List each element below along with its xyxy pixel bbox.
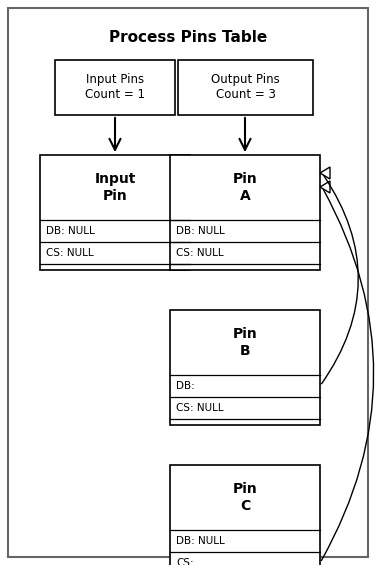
- Text: CS: NULL: CS: NULL: [176, 403, 224, 413]
- Bar: [40, 155, 190, 270]
- Text: Input
Pin: Input Pin: [94, 172, 136, 203]
- FancyArrowPatch shape: [321, 189, 374, 560]
- Text: Output Pins
Count = 3: Output Pins Count = 3: [211, 73, 280, 102]
- Text: DB: NULL: DB: NULL: [176, 226, 225, 236]
- Text: Process Pins Table: Process Pins Table: [109, 31, 267, 46]
- Text: CS: NULL: CS: NULL: [176, 248, 224, 258]
- Bar: [55, 60, 175, 115]
- Text: DB: NULL: DB: NULL: [176, 536, 225, 546]
- Text: CS:: CS:: [176, 558, 194, 565]
- Bar: [170, 310, 320, 425]
- Text: Pin
C: Pin C: [233, 483, 258, 512]
- Bar: [170, 155, 320, 270]
- FancyArrowPatch shape: [321, 175, 358, 384]
- Text: Input Pins
Count = 1: Input Pins Count = 1: [85, 73, 145, 102]
- Text: DB:: DB:: [176, 381, 195, 391]
- Bar: [170, 465, 320, 565]
- Text: CS: NULL: CS: NULL: [46, 248, 94, 258]
- Text: Pin
B: Pin B: [233, 327, 258, 358]
- Bar: [178, 60, 313, 115]
- Text: Pin
A: Pin A: [233, 172, 258, 203]
- Text: DB: NULL: DB: NULL: [46, 226, 95, 236]
